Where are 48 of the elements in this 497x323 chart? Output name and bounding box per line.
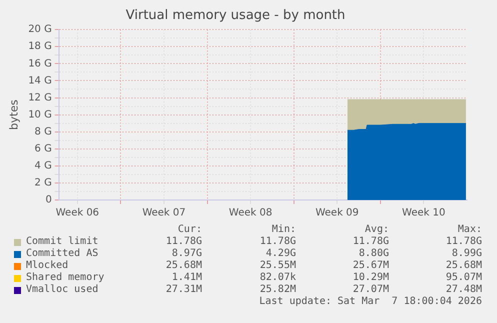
legend-label: Committed AS <box>26 248 98 260</box>
text: Max: <box>458 224 482 236</box>
text: 25.55M <box>260 260 296 272</box>
text: Min: <box>272 224 296 236</box>
y-tick-label: 16 G <box>28 58 52 70</box>
text: 27.48M <box>446 284 482 296</box>
text: 25.67M <box>352 260 389 272</box>
y-tick-label: 8 G <box>34 126 52 138</box>
text: 8.99G <box>452 248 482 260</box>
y-tick-label: 14 G <box>28 75 52 86</box>
y-tick-label: 0 <box>45 194 52 206</box>
text: Cur: <box>178 224 202 236</box>
text: 11.78G <box>352 236 389 248</box>
x-tick-label: Week 09 <box>315 208 359 219</box>
legend-label: Vmalloc used <box>26 284 98 296</box>
y-tick-label: 4 G <box>34 160 52 172</box>
text: 8.97G <box>172 248 202 260</box>
text: 82.07k <box>260 272 296 284</box>
chart-title: Virtual memory usage - by month <box>126 8 346 24</box>
text: 25.68M <box>166 260 202 272</box>
y-tick-label: 18 G <box>28 41 52 52</box>
y-tick-label: 6 G <box>34 143 52 154</box>
y-axis-title: bytes <box>7 99 20 130</box>
y-tick-label: 2 G <box>34 178 52 189</box>
text: Avg: <box>364 224 389 236</box>
y-tick-label: 20 G <box>28 24 52 36</box>
text: Last update: Sat Mar 7 18:00:04 2026 <box>259 296 482 308</box>
text: 11.78G <box>446 236 482 248</box>
y-tick-label: 10 G <box>28 109 52 120</box>
text: 25.82M <box>260 284 296 296</box>
y-tick-label: 12 G <box>28 92 52 104</box>
text: 27.07M <box>352 284 389 296</box>
text: 27.31M <box>166 284 202 296</box>
text: 25.68M <box>446 260 482 272</box>
legend-label: Commit limit <box>26 236 98 248</box>
text: 11.78G <box>260 236 296 248</box>
text: 1.41M <box>172 272 202 284</box>
text: 8.80G <box>358 248 389 260</box>
legend-label: Mlocked <box>26 260 68 272</box>
text: 4.29G <box>266 248 296 260</box>
text: 10.29M <box>352 272 389 284</box>
text: 11.78G <box>166 236 202 248</box>
x-tick-label: Week 10 <box>402 208 446 219</box>
x-tick-label: Week 06 <box>56 208 100 219</box>
x-tick-label: Week 08 <box>228 208 272 219</box>
text: 95.07M <box>446 272 482 284</box>
legend-label: Shared memory <box>26 272 104 284</box>
x-tick-label: Week 07 <box>142 208 186 219</box>
